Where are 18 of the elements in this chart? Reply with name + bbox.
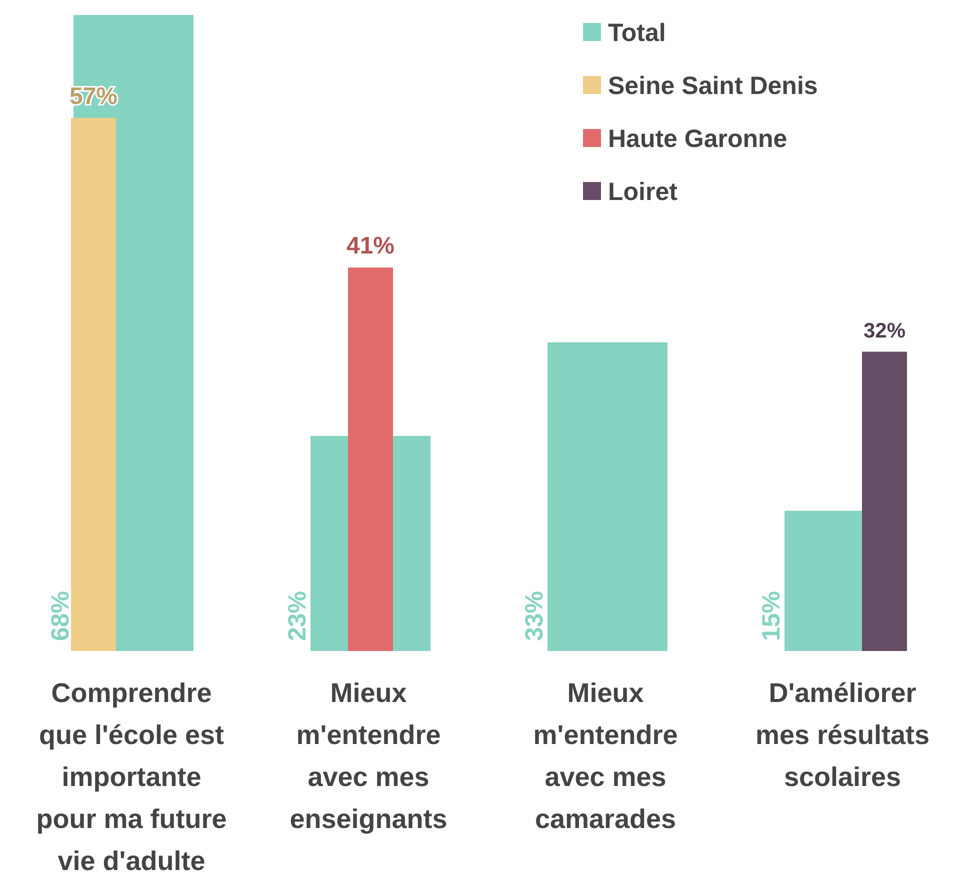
x-tick-label: Comprendre que l'école est importante pour ma future vie d'adulte — [36, 678, 227, 876]
bar — [548, 342, 668, 651]
legend-label: Total — [608, 19, 666, 47]
legend-label: Seine Saint Denis — [608, 72, 818, 100]
bar — [71, 118, 116, 651]
data-label: 41% — [346, 232, 395, 260]
bar — [862, 352, 907, 651]
data-label: 23% — [284, 591, 312, 642]
data-label: 68% — [46, 591, 74, 642]
legend-label: Haute Garonne — [608, 125, 788, 153]
x-tick-label: Mieux m'entendre avec mes enseignants — [290, 678, 448, 834]
x-tick-label: D'améliorer mes résultats scolaires — [755, 678, 930, 792]
x-tick-label: Mieux m'entendre avec mes camarades — [533, 678, 678, 834]
bar — [348, 268, 393, 651]
data-label: 15% — [758, 591, 786, 642]
legend-label: Loiret — [608, 178, 678, 206]
data-label: 32% — [863, 320, 906, 343]
data-label: 33% — [520, 591, 548, 642]
